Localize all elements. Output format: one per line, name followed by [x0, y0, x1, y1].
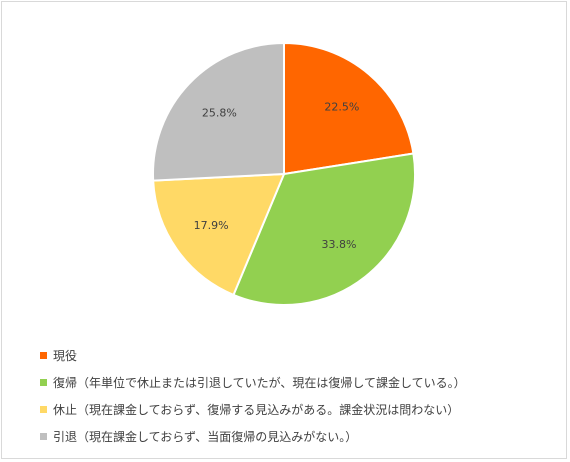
legend-swatch-intai — [40, 433, 47, 440]
legend-label-kyushi: 休止（現在課金しておらず、復帰する見込みがある。課金状況は問わない） — [53, 403, 460, 417]
pie-slice-intai — [152, 41, 285, 182]
legend-label-fukki: 復帰（年単位で休止または引退していたが、現在は復帰して課金している。） — [53, 376, 466, 390]
pie-slice-kyushi — [152, 172, 286, 297]
data-label-kyushi: 17.9% — [194, 219, 229, 232]
legend-swatch-genyaku — [40, 352, 47, 359]
pie-chart: 22.5% 33.8% 17.9% 25.8% — [152, 41, 416, 306]
legend-item-kyushi: 休止（現在課金しておらず、復帰する見込みがある。課金状況は問わない） — [40, 396, 560, 423]
legend: 現役 復帰（年単位で休止または引退していたが、現在は復帰して課金している。） 休… — [40, 342, 560, 450]
legend-swatch-kyushi — [40, 406, 47, 413]
data-label-intai: 25.8% — [202, 107, 237, 120]
pie-slice-fukki — [232, 152, 416, 306]
pie-slice-genyaku — [283, 41, 415, 176]
legend-item-genyaku: 現役 — [40, 342, 560, 369]
legend-label-intai: 引退（現在課金しておらず、当面復帰の見込みがない。） — [53, 430, 358, 444]
legend-item-intai: 引退（現在課金しておらず、当面復帰の見込みがない。） — [40, 423, 560, 450]
data-label-genyaku: 22.5% — [324, 100, 359, 113]
legend-item-fukki: 復帰（年単位で休止または引退していたが、現在は復帰して課金している。） — [40, 369, 560, 396]
data-label-fukki: 33.8% — [322, 238, 357, 251]
legend-swatch-fukki — [40, 379, 47, 386]
legend-label-genyaku: 現役 — [53, 349, 78, 363]
